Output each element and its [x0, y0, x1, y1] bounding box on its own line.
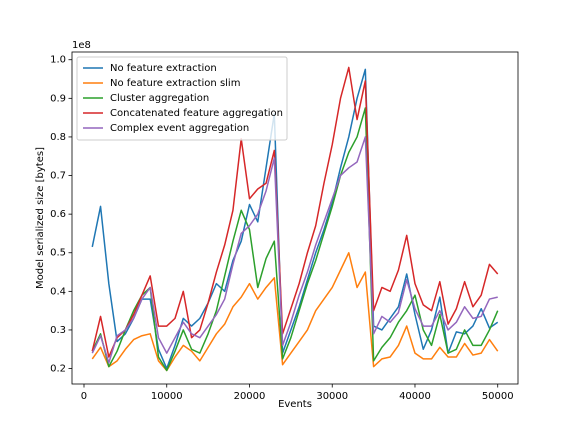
x-tick-label: 30000	[316, 391, 348, 402]
x-tick-label: 10000	[151, 391, 183, 402]
y-tick-label: 0.6	[50, 209, 66, 220]
data-line	[91, 66, 499, 358]
y-tick-label: 0.5	[50, 248, 66, 259]
y-tick-label: 0.3	[50, 325, 66, 336]
y-tick-label: 0.9	[50, 93, 66, 104]
x-tick-label: 40000	[399, 391, 431, 402]
x-tick-label: 0	[81, 391, 87, 402]
y-tick-label: 0.2	[50, 364, 66, 375]
legend-label: No feature extraction	[110, 63, 217, 74]
data-line	[91, 136, 498, 364]
y-offset-label: 1e8	[72, 40, 91, 51]
y-axis-label: Model serialized size [bytes]	[35, 147, 46, 289]
x-tick-label: 50000	[482, 391, 514, 402]
legend-label: Complex event aggregation	[110, 123, 249, 134]
y-tick-label: 0.4	[50, 286, 66, 297]
axes-frame	[71, 51, 519, 385]
y-tick-label: 1.0	[50, 55, 66, 66]
legend-label: No feature extraction slim	[110, 78, 240, 89]
y-tick-label: 0.8	[50, 132, 66, 143]
data-line	[91, 251, 499, 372]
legend-label: Cluster aggregation	[110, 93, 209, 104]
legend-label: Concatenated feature aggregation	[110, 108, 283, 119]
x-axis-label: Events	[278, 399, 312, 410]
data-line	[91, 107, 499, 372]
data-line	[91, 68, 499, 370]
legend-box	[76, 56, 288, 141]
y-tick-label: 0.7	[50, 171, 66, 182]
x-tick-label: 20000	[234, 391, 266, 402]
